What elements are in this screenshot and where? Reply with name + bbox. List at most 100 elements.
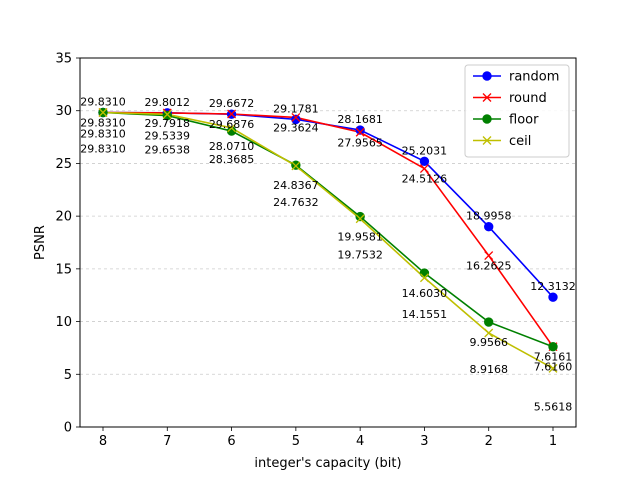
data-label-random: 18.9958 <box>466 210 512 223</box>
x-tick-label: 1 <box>549 434 557 449</box>
data-label-random: 29.6672 <box>209 97 255 110</box>
y-tick-label: 0 <box>64 421 72 436</box>
x-tick-label: 5 <box>292 434 300 449</box>
ceil-marker <box>98 108 108 117</box>
y-tick-label: 5 <box>64 368 72 383</box>
y-tick-label: 30 <box>55 104 72 119</box>
data-label-ceil: 5.5618 <box>534 400 573 413</box>
random-marker <box>355 125 365 135</box>
round-marker <box>484 251 494 261</box>
y-tick-label: 20 <box>55 210 72 225</box>
legend: random round floor ceil <box>464 64 570 158</box>
data-label-floor: 9.9566 <box>469 336 508 349</box>
ceil-marker-stroke <box>227 123 237 133</box>
legend-box <box>464 64 570 158</box>
data-label-round: 24.5126 <box>402 173 448 186</box>
y-tick-label: 10 <box>55 315 72 330</box>
ceil-marker <box>419 273 429 283</box>
round-marker-stroke <box>227 109 237 119</box>
y-tick-label: 35 <box>55 52 72 67</box>
data-label-round: 29.3624 <box>273 121 319 134</box>
round-marker-stroke <box>291 112 301 122</box>
data-label-floor: 28.0710 <box>209 140 255 153</box>
x-tick-label: 7 <box>163 434 171 449</box>
data-label-random: 25.2031 <box>402 144 448 157</box>
ceil-marker-stroke <box>484 328 494 338</box>
series-lines <box>102 111 554 370</box>
data-label-round: 27.9565 <box>337 136 383 149</box>
y-tick-label: 25 <box>55 157 72 172</box>
random-marker <box>291 114 301 125</box>
round-marker <box>355 127 365 137</box>
floor-marker <box>419 268 430 278</box>
ceil-marker <box>227 123 237 133</box>
legend-label-ceil: ceil <box>509 134 531 149</box>
round-marker <box>419 164 429 174</box>
data-label-ceil: 29.6538 <box>145 144 191 157</box>
data-label-round: 29.6876 <box>209 118 255 131</box>
round-marker-stroke <box>484 251 494 261</box>
series-line-round <box>102 111 554 348</box>
legend-marker-floor <box>482 114 492 124</box>
axis-ticks: 0 5 10 15 20 25 30 35 8 7 6 5 4 3 2 1 <box>55 52 557 450</box>
grid-lines <box>80 110 576 375</box>
data-label-random: 29.8012 <box>145 96 191 109</box>
ceil-marker <box>162 109 172 119</box>
data-label-round: 7.6161 <box>534 351 573 364</box>
data-label-floor: 29.5339 <box>145 130 191 143</box>
data-label-random: 28.1681 <box>337 113 383 126</box>
round-marker-stroke <box>419 164 429 174</box>
x-tick-label: 3 <box>420 434 428 449</box>
data-label-ceil: 14.1551 <box>402 308 448 321</box>
x-tick-label: 2 <box>485 434 493 449</box>
ceil-marker <box>484 328 494 338</box>
series-markers <box>98 107 558 373</box>
data-label-round: 29.7918 <box>145 117 191 130</box>
ceil-marker-stroke <box>291 161 301 171</box>
x-tick-label: 4 <box>356 434 364 449</box>
data-label-random: 29.8310 <box>80 95 126 108</box>
ceil-marker <box>355 214 365 224</box>
round-marker-stroke <box>355 127 365 137</box>
series-line-ceil <box>102 111 554 370</box>
legend-label-round: round <box>509 91 547 106</box>
floor-marker <box>548 342 558 352</box>
floor-marker <box>355 211 365 222</box>
data-label-ceil: 8.9168 <box>469 363 508 376</box>
data-label-floor: 29.8310 <box>80 127 126 140</box>
data-label-floor: 14.6030 <box>402 287 448 300</box>
legend-marker-round-stroke <box>482 93 492 102</box>
ceil-marker-stroke <box>548 363 558 373</box>
legend-marker-round <box>482 93 492 102</box>
legend-label-random: random <box>509 70 559 85</box>
ceil-marker-stroke <box>419 273 429 283</box>
y-axis-title: PSNR <box>33 225 48 260</box>
x-axis-title: integer's capacity (bit) <box>254 456 401 471</box>
legend-marker-random <box>482 71 492 81</box>
data-label-round: 29.8310 <box>80 116 126 129</box>
legend-label-floor: floor <box>509 113 539 128</box>
x-tick-label: 8 <box>99 434 107 449</box>
legend-marker-ceil-stroke <box>482 136 492 145</box>
x-tick-label: 6 <box>227 434 235 449</box>
round-marker <box>227 109 237 119</box>
data-label-floor: 24.8367 <box>273 179 319 192</box>
data-label-ceil: 29.8310 <box>80 142 126 155</box>
data-label-random: 12.3132 <box>530 280 576 293</box>
random-marker <box>484 222 494 232</box>
random-marker <box>419 156 430 166</box>
random-marker <box>548 292 558 302</box>
axes-frame <box>79 57 577 428</box>
series-line-floor <box>102 111 554 348</box>
y-tick-label: 15 <box>55 262 72 277</box>
data-labels: 29.831029.831029.831029.831029.801229.79… <box>80 95 576 413</box>
floor-marker <box>226 126 237 136</box>
ceil-marker-stroke <box>98 108 108 117</box>
ceil-marker-stroke <box>162 109 172 119</box>
floor-marker <box>484 317 494 327</box>
round-marker <box>291 112 301 122</box>
data-label-ceil: 28.3685 <box>209 153 255 166</box>
floor-marker <box>162 110 172 121</box>
data-label-floor: 7.6160 <box>534 361 573 374</box>
